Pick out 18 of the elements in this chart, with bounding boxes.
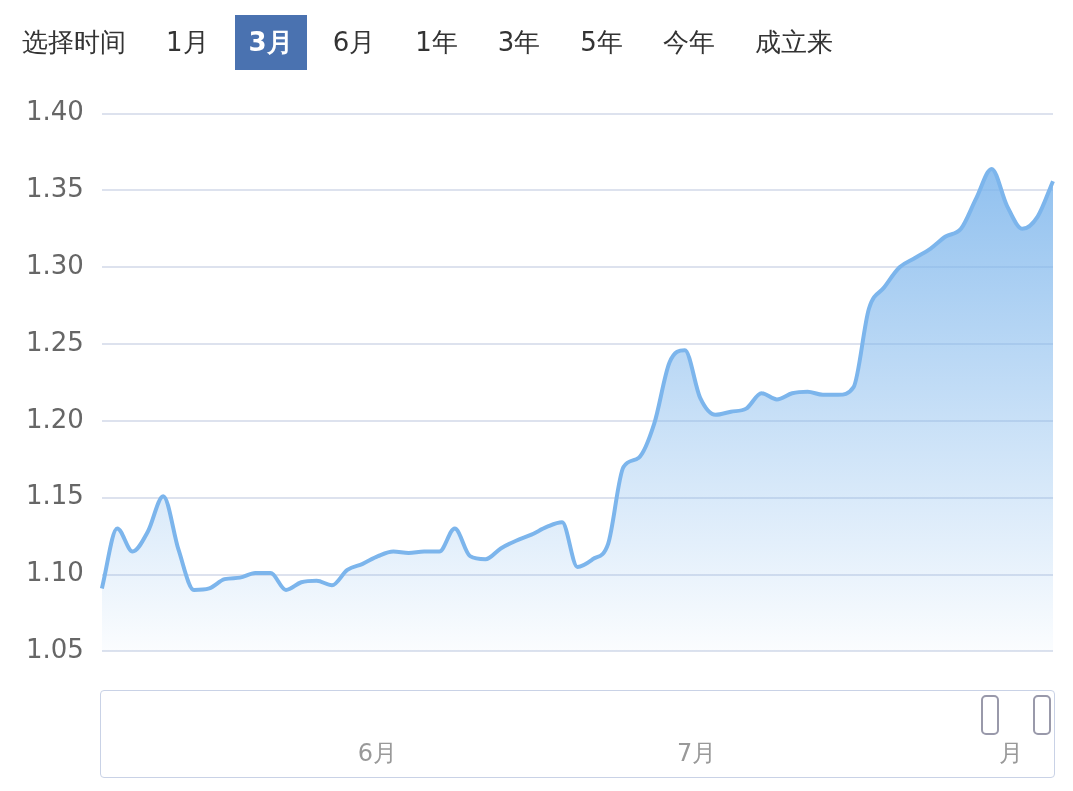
y-tick-label: 1.35: [26, 173, 84, 204]
y-tick-label: 1.05: [26, 634, 84, 665]
text: 6月: [331, 25, 377, 59]
y-tick-label: 1.30: [26, 250, 84, 281]
text: 3月: [234, 14, 307, 70]
range-slider: 6月 7月 月: [100, 690, 1055, 778]
y-tick-label: 1.40: [26, 96, 84, 127]
text: 3年: [496, 25, 542, 59]
text: 今年: [661, 25, 716, 59]
y-tick-label: 1.10: [26, 557, 84, 588]
y-tick-label: 1.25: [26, 326, 84, 357]
y-tick-label: 1.20: [26, 403, 84, 434]
text: 选择时间: [21, 25, 127, 59]
text: 5年: [579, 25, 624, 59]
text: 1年: [414, 25, 459, 59]
text: 成立来: [753, 25, 834, 59]
y-tick-label: 1.15: [26, 480, 84, 511]
text: 1月: [165, 25, 210, 59]
